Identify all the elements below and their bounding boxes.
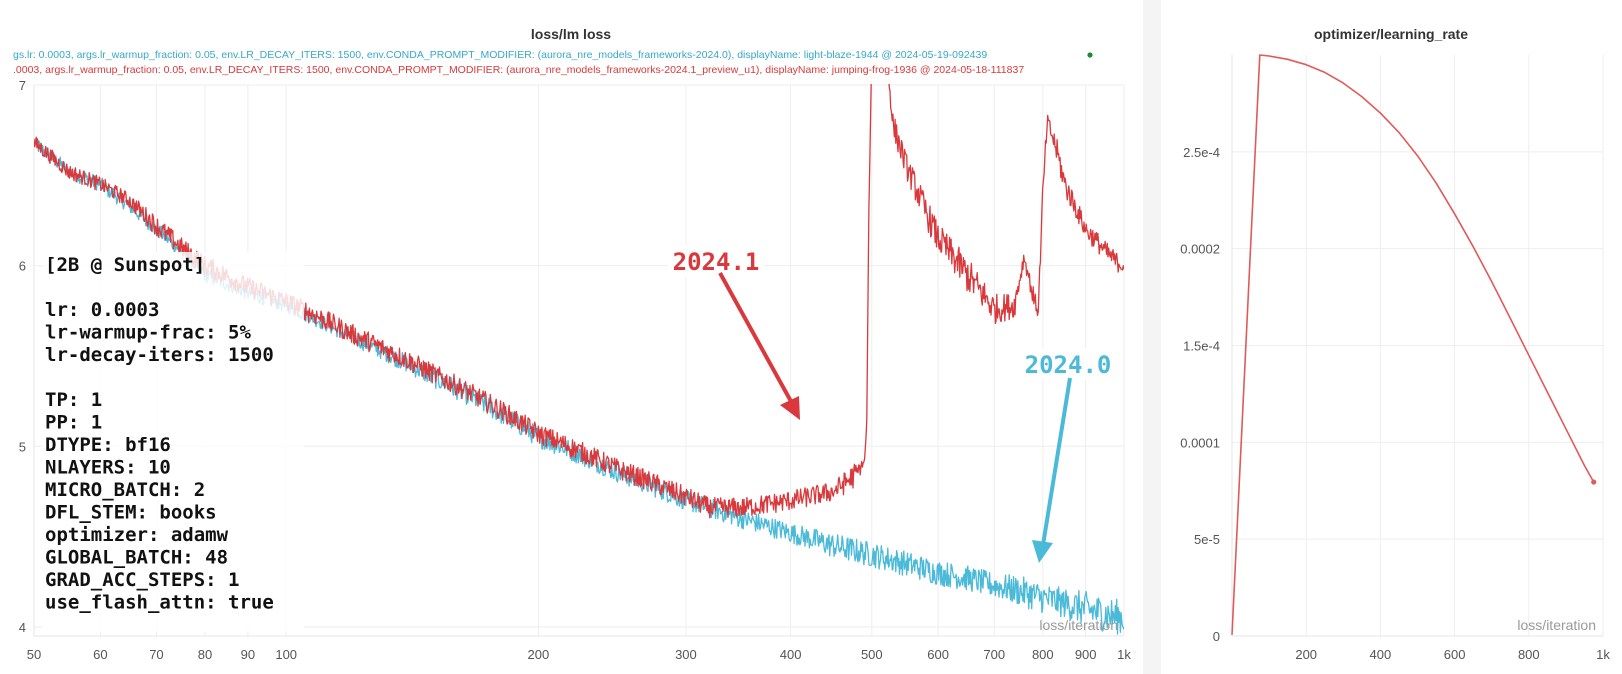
callout-2024-0-label: 2024.0 — [1025, 351, 1112, 379]
lr-y-tick-label: 0.0002 — [1180, 242, 1220, 257]
lr-x-tick-label: 400 — [1370, 647, 1392, 662]
learning-rate-endpoint — [1591, 479, 1597, 485]
loss-x-tick-label: 300 — [675, 647, 697, 662]
loss-x-tick-label: 80 — [198, 647, 212, 662]
callout-2024-1-box — [668, 245, 764, 277]
learning-rate-panel: optimizer/learning_rate 0 5e-5 0.0001 1.5e-… — [1180, 26, 1610, 662]
lr-y-tick-label: 0.0001 — [1180, 435, 1220, 450]
config-line: lr-warmup-frac: 5% — [45, 322, 251, 344]
loss-x-tick-label: 200 — [528, 647, 550, 662]
loss-x-axis-label: loss/iteration — [1039, 617, 1118, 633]
loss-y-tick-label: 4 — [19, 620, 26, 635]
callout-2024-0-box — [1020, 348, 1116, 380]
learning-rate-series — [1231, 54, 1597, 635]
loss-y-tick-label: 7 — [19, 78, 26, 93]
loss-x-tick-label: 800 — [1032, 647, 1054, 662]
loss-chart-title: loss/lm loss — [531, 26, 611, 42]
loss-x-tick-label: 400 — [780, 647, 802, 662]
loss-x-tick-labels: 50 60 70 80 90 100 200 300 400 500 600 700 800 900 1k — [27, 647, 1132, 662]
config-line: lr-decay-iters: 1500 — [45, 344, 274, 366]
learning-rate-x-tick-labels: 200 400 600 800 1k — [1295, 647, 1610, 662]
lr-x-tick-label: 200 — [1295, 647, 1317, 662]
legend-entry-red: .0003, args.lr_warmup_fraction: 0.05, en… — [13, 64, 1024, 76]
loss-x-tick-label: 100 — [275, 647, 297, 662]
learning-rate-x-axis-label: loss/iteration — [1517, 617, 1596, 633]
callout-2024-1-arrowhead — [780, 396, 800, 420]
legend-status-dot — [1087, 52, 1093, 58]
learning-rate-chart-title: optimizer/learning_rate — [1314, 26, 1468, 42]
config-line: [2B @ Sunspot] — [45, 254, 205, 276]
loss-panel: loss/lm loss gs.lr: 0.0003, args.lr_warm… — [13, 26, 1131, 662]
loss-y-tick-label: 5 — [19, 439, 26, 454]
learning-rate-line — [1231, 54, 1595, 635]
config-box-background — [42, 252, 304, 632]
callout-2024-0: 2024.0 — [1020, 348, 1116, 563]
loss-y-tick-labels: 4 5 6 7 — [19, 78, 26, 635]
config-line: lr: 0.0003 — [45, 299, 159, 321]
config-annotation: [2B @ Sunspot] lr: 0.0003lr-warmup-frac: … — [42, 252, 304, 632]
panel-divider — [1143, 0, 1161, 674]
config-line: DFL_STEM: books — [45, 502, 217, 524]
config-line: PP: 1 — [45, 412, 102, 434]
loss-x-tick-label: 1k — [1117, 647, 1131, 662]
lr-x-tick-label: 600 — [1444, 647, 1466, 662]
config-line: MICRO_BATCH: 2 — [45, 479, 205, 501]
lr-y-tick-label: 2.5e-4 — [1183, 145, 1220, 160]
loss-x-tick-label: 50 — [27, 647, 41, 662]
config-line: use_flash_attn: true — [45, 592, 274, 614]
loss-x-tick-label: 60 — [93, 647, 107, 662]
config-line: optimizer: adamw — [45, 524, 229, 546]
loss-x-tick-label: 70 — [149, 647, 163, 662]
callout-2024-1-label: 2024.1 — [673, 248, 760, 276]
legend-entry-blue: gs.lr: 0.0003, args.lr_warmup_fraction: … — [13, 49, 987, 61]
loss-x-tick-label: 90 — [241, 647, 255, 662]
callout-2024-0-arrowhead — [1032, 540, 1053, 563]
callout-2024-0-arrow-shaft — [1041, 377, 1072, 546]
config-line: DTYPE: bf16 — [45, 434, 171, 456]
config-line: NLAYERS: 10 — [45, 457, 171, 479]
lr-x-tick-label: 1k — [1596, 647, 1610, 662]
learning-rate-y-tick-labels: 0 5e-5 0.0001 1.5e-4 0.0002 2.5e-4 — [1180, 145, 1220, 644]
lr-y-tick-label: 0 — [1213, 629, 1220, 644]
config-line: GRAD_ACC_STEPS: 1 — [45, 569, 239, 591]
config-line: GLOBAL_BATCH: 48 — [45, 547, 228, 569]
lr-y-tick-label: 1.5e-4 — [1183, 339, 1220, 354]
lr-y-tick-label: 5e-5 — [1194, 532, 1220, 547]
lr-x-tick-label: 800 — [1518, 647, 1540, 662]
learning-rate-grid — [1232, 55, 1604, 637]
callout-2024-1-arrow-shaft — [718, 272, 795, 406]
loss-x-tick-label: 900 — [1075, 647, 1097, 662]
loss-y-tick-label: 6 — [19, 259, 26, 274]
callout-2024-1: 2024.1 — [668, 245, 800, 420]
config-line: TP: 1 — [45, 389, 102, 411]
loss-x-tick-label: 600 — [927, 647, 949, 662]
loss-x-tick-label: 700 — [983, 647, 1005, 662]
loss-x-tick-label: 500 — [861, 647, 883, 662]
